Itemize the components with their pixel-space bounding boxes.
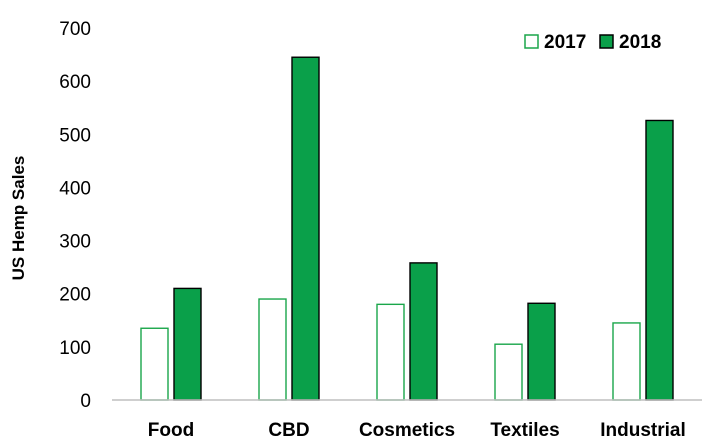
y-tick-label: 500	[59, 125, 91, 146]
bar-2018-food	[173, 287, 202, 401]
x-tick-label: Textiles	[490, 420, 559, 441]
bar-2017-cosmetics	[376, 303, 405, 401]
legend-swatch-2017	[524, 34, 539, 49]
y-tick-label: 300	[59, 232, 91, 253]
bar-2018-cosmetics	[409, 262, 438, 401]
bar-2018-textiles	[527, 302, 556, 401]
legend-label-2018: 2018	[619, 32, 661, 53]
bar-2018-industrial	[645, 119, 674, 401]
bar-2017-textiles	[494, 343, 523, 401]
x-axis-labels: Food CBD Cosmetics Textiles Industrial	[148, 420, 686, 441]
x-tick-label: CBD	[268, 420, 309, 441]
bar-2018-cbd	[291, 56, 320, 401]
y-tick-label: 100	[59, 338, 91, 359]
x-tick-label: Industrial	[600, 420, 686, 441]
x-tick-label: Food	[148, 420, 194, 441]
bar-2017-food	[140, 327, 169, 401]
y-tick-label: 400	[59, 178, 91, 199]
legend: 2017 2018	[524, 32, 661, 53]
legend-label-2017: 2017	[544, 32, 586, 53]
y-axis-title: US Hemp Sales	[9, 156, 28, 281]
bar-2017-industrial	[612, 322, 641, 401]
y-tick-label: 600	[59, 72, 91, 93]
y-tick-label: 0	[80, 391, 91, 412]
x-tick-label: Cosmetics	[359, 420, 455, 441]
bars	[140, 56, 674, 401]
bar-2017-cbd	[258, 298, 287, 401]
y-axis-ticks: 0 100 200 300 400 500 600 700	[59, 19, 91, 412]
legend-swatch-2018	[599, 34, 614, 49]
y-tick-label: 200	[59, 285, 91, 306]
y-tick-label: 700	[59, 19, 91, 40]
